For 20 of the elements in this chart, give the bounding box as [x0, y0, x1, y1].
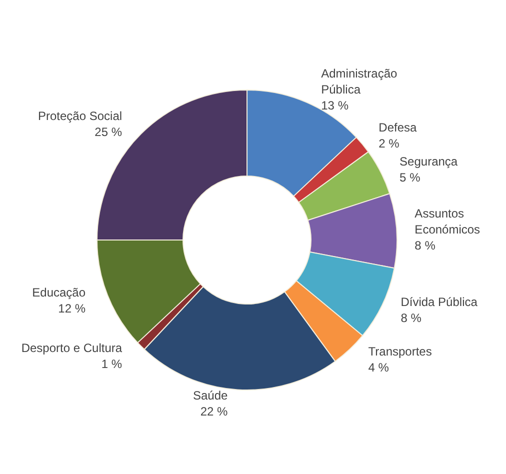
slice-label: Saúde [193, 388, 228, 403]
data-label: 13 % [321, 98, 349, 112]
data-label: 12 % [58, 301, 86, 316]
data-label: 1 % [101, 356, 122, 371]
data-label: 22 % [200, 404, 228, 419]
slice-label: Transportes [368, 344, 432, 359]
slice-label: Administração Pública [321, 66, 401, 96]
slice-label: Assuntos Económicos [414, 206, 480, 237]
slice-label: Segurança [400, 154, 458, 168]
data-label: 2 % [378, 136, 400, 150]
slice-label: Proteção Social [38, 109, 122, 124]
slice-label: Defesa [378, 120, 417, 134]
data-label: 8 % [400, 310, 422, 325]
data-label: 25 % [94, 125, 122, 140]
data-label: 4 % [368, 360, 390, 375]
slice-label: Desporto e Cultura [21, 340, 122, 355]
data-label: 8 % [414, 238, 436, 253]
data-label: 5 % [400, 170, 421, 184]
slice-label: Dívida Pública [400, 294, 478, 309]
slice-label: Educação [32, 285, 86, 300]
